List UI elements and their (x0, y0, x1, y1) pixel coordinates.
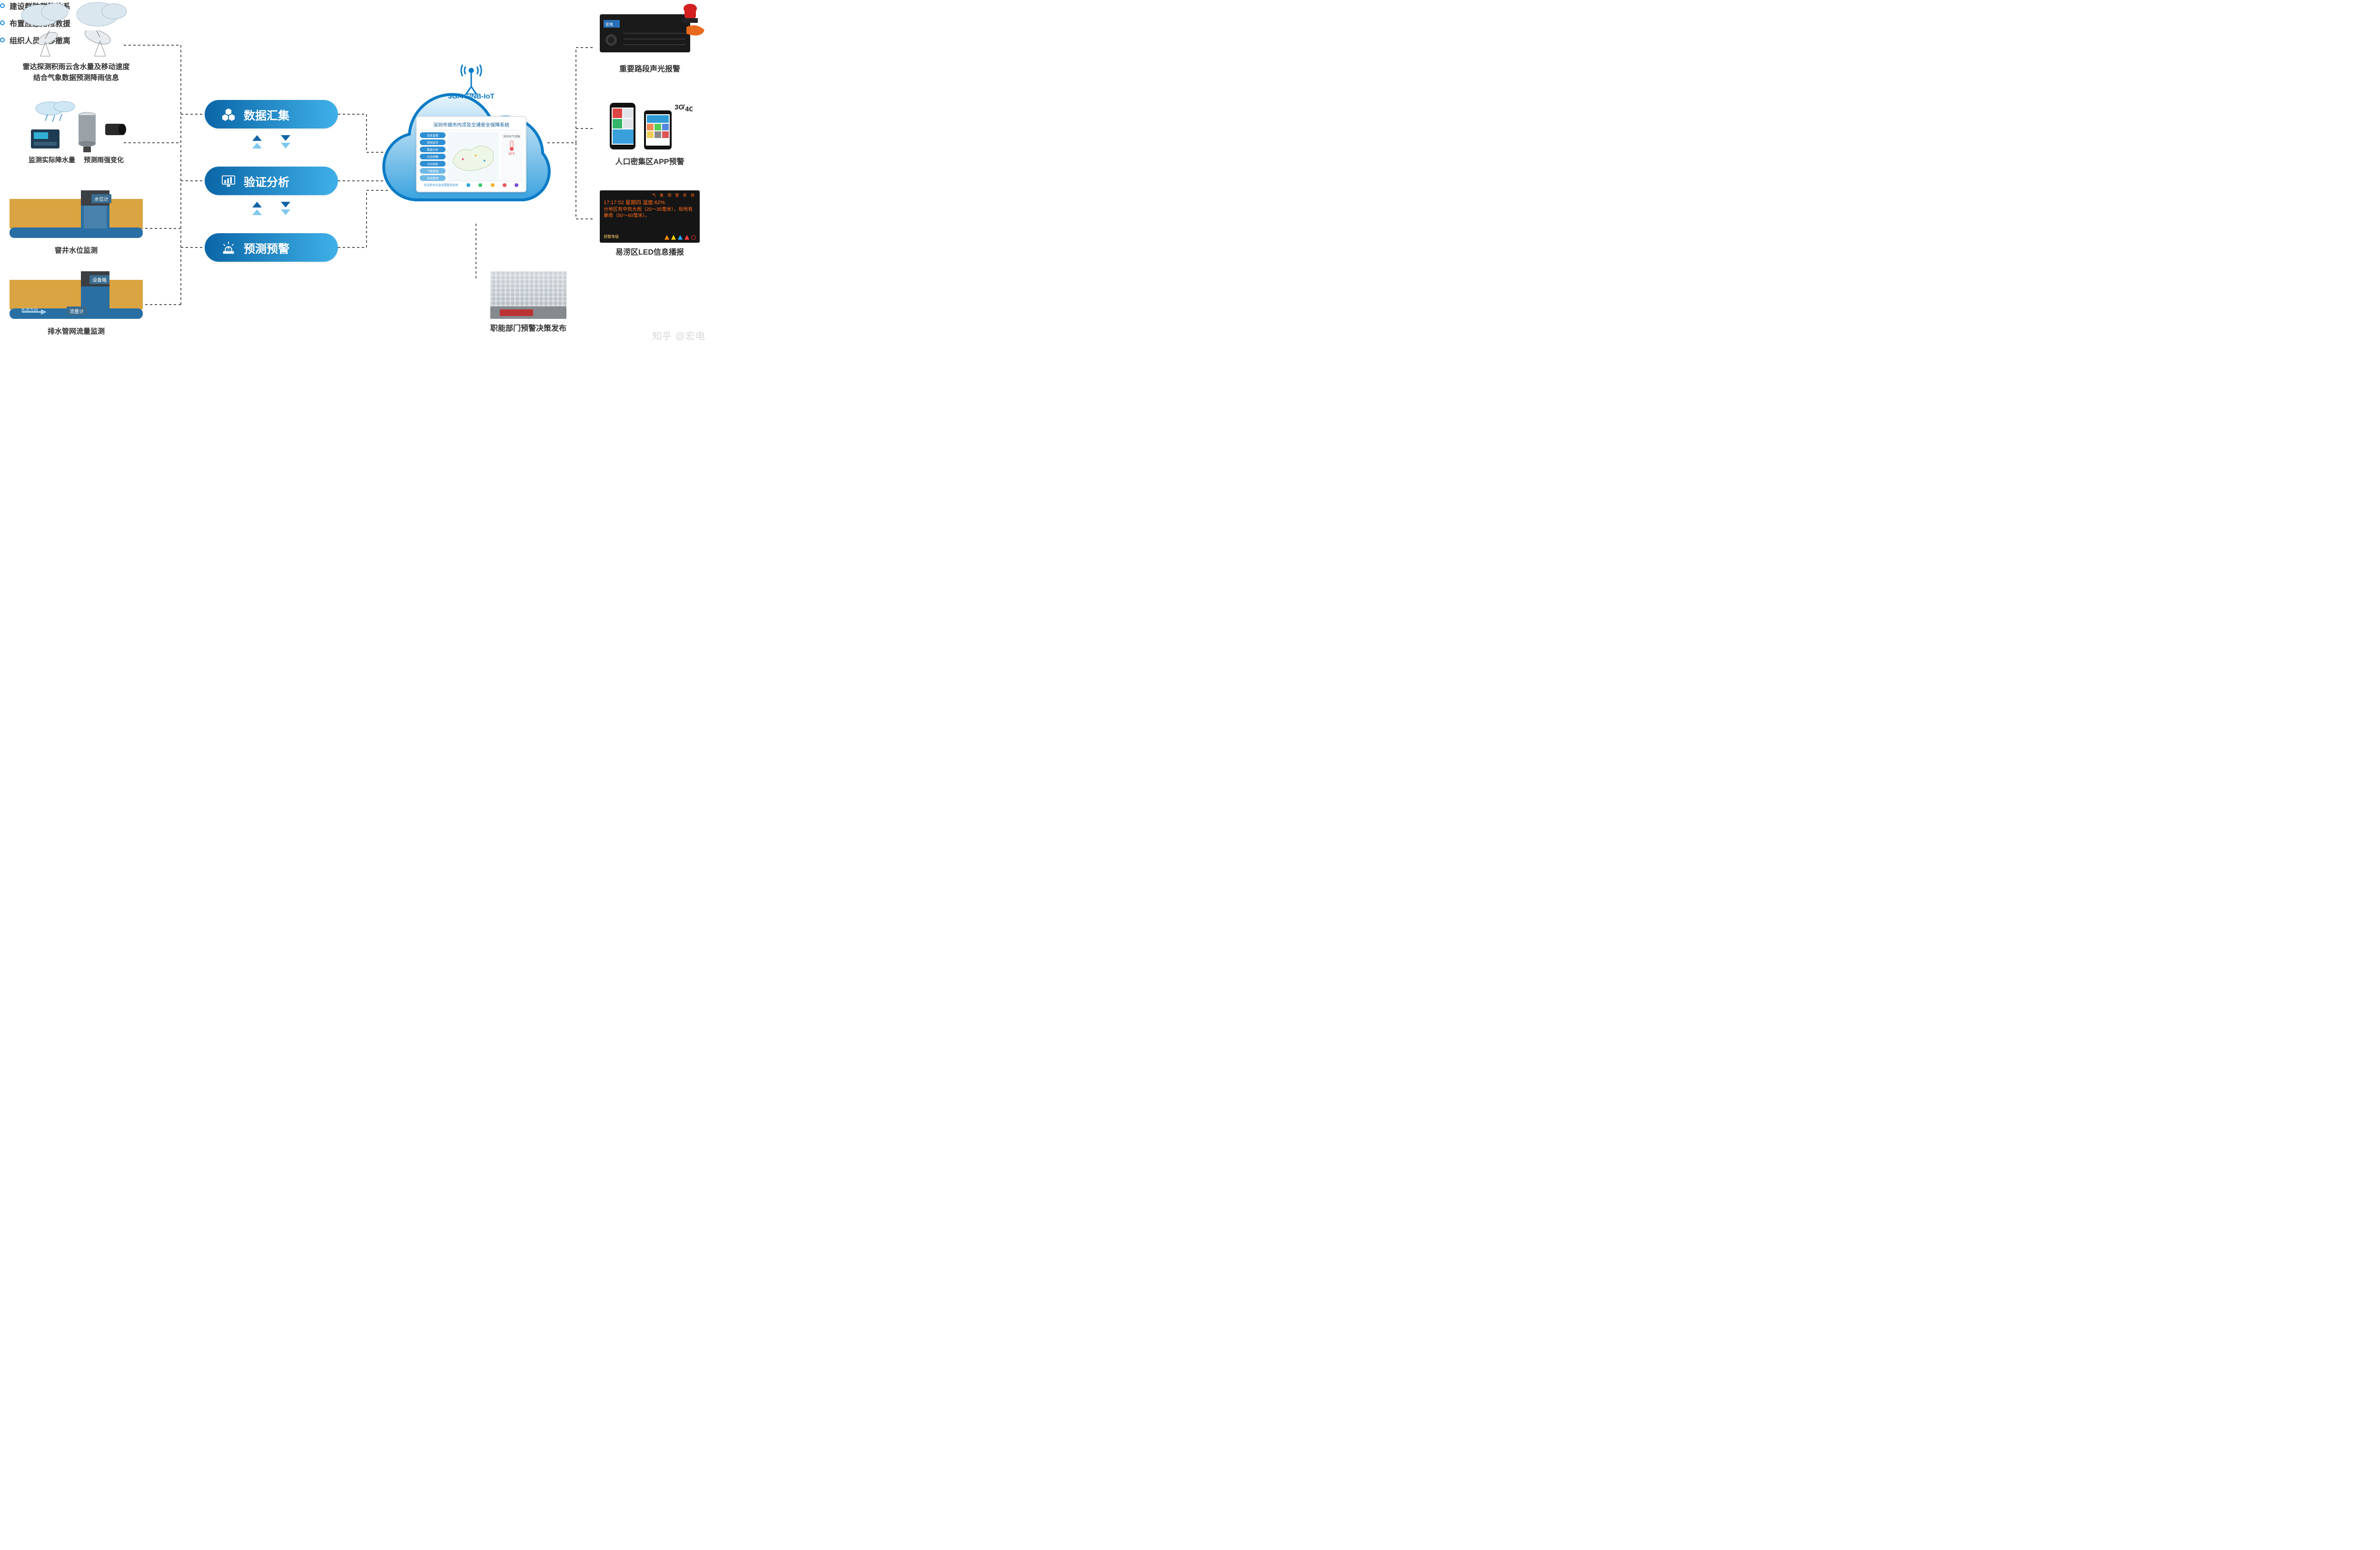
footer-dot (503, 183, 506, 187)
rain-illustration (21, 100, 131, 152)
screen-menu-item: 数据分析 (420, 147, 446, 152)
output-app: 3G / 4G 人口密集区APP预警 (595, 100, 704, 167)
screen-menu: 信息直看视频监控数据分析内涝预警 GIS系统气象数据系统管理 (420, 132, 446, 181)
screen-map (447, 132, 499, 181)
led-level-icon (691, 235, 696, 240)
radar-caption: 雷达探测积雨云含水量及移动速度 结合气象数据预测降雨信息 (22, 62, 129, 83)
platform-net-label: 3G/4G/NB-IoT (448, 92, 495, 100)
manhole-caption: 窨井水位监测 (55, 246, 98, 257)
led-footer-label: 预警等级 (604, 235, 619, 240)
building-illustration (490, 271, 566, 319)
pill-label-2: 验证分析 (244, 173, 289, 189)
svg-text:4G: 4G (685, 105, 693, 113)
platform-cloud: 3G/4G/NB-IoT 深圳市城市内涝及交通安全保障系统 信息直看视频监控数据… (381, 71, 562, 233)
radar-caption-line2: 结合气象数据预测降雨信息 (33, 74, 119, 82)
rain-caption-left: 监测实际降水量 (29, 155, 75, 165)
led-level-icon (664, 235, 669, 240)
screen-side: 深圳天气预报 32°C (501, 132, 523, 181)
footer-dot (478, 183, 482, 187)
screen-footer: 低洼积水应急处置服务系统 (420, 181, 523, 188)
pill-predict-warn: 预测预警 (205, 233, 338, 262)
pill-verify-analyze: 验证分析 (205, 167, 338, 195)
screen-footer-label: 低洼积水应急处置服务系统 (424, 183, 458, 187)
screen-side-temp: 32°C (508, 153, 515, 156)
watermark: 知乎 @宏电 (652, 328, 705, 342)
antenna-icon (459, 64, 483, 97)
footer-dot (515, 183, 518, 187)
led-line1: 17:17:52 星期四 湿度:62% (604, 199, 696, 207)
screen-menu-item: GIS系统 (420, 161, 446, 167)
app-caption: 人口密集区APP预警 (615, 155, 684, 167)
arrows-1 (252, 135, 290, 154)
platform-label: 城市洪涝监测预警决策平台 (420, 212, 523, 225)
screen-title: 深圳市城市内涝及交通安全保障系统 (420, 120, 523, 130)
alarm-beacon (680, 1, 702, 34)
sensor-radar: 雷达探测积雨云含水量及移动速度 结合气象数据预测降雨信息 (5, 0, 148, 83)
screen-menu-item: 信息直看 (420, 132, 446, 138)
sensor-rain: 监测实际降水量 预测雨强变化 (5, 100, 148, 165)
alarm-rack: 宏电 (600, 14, 690, 52)
output-building: 职能部门预警决策发布 (481, 271, 576, 333)
alarm-icon (221, 240, 236, 255)
manhole-tag: 水位计 (91, 194, 111, 203)
platform-screen: 深圳市城市内涝及交通安全保障系统 信息直看视频监控数据分析内涝预警 GIS系统气象… (416, 116, 526, 192)
arrows-2 (252, 202, 290, 221)
manhole-illustration: 水位计 (10, 190, 143, 243)
led-line2: 分地区有中到大雨（20～35毫米），局地有暴雨（50～60毫米）。 (604, 207, 696, 219)
screen-menu-item: 系统管理 (420, 175, 446, 181)
radar-clouds (19, 0, 133, 33)
drain-tag-box: 设备箱 (89, 275, 109, 284)
screen-side-title: 深圳天气预报 (503, 134, 520, 138)
output-alarm: 宏电 重要路段声光报警 (595, 14, 704, 74)
led-level-icon (684, 235, 689, 240)
led-level-icon (671, 235, 676, 240)
footer-dot (491, 183, 495, 187)
screen-menu-item: 内涝预警 (420, 154, 446, 159)
screen-menu-item: 气象数据 (420, 168, 446, 174)
alarm-caption: 重要路段声光报警 (619, 62, 680, 74)
footer-dot (466, 183, 470, 187)
drain-tag-dir: 水流方向 (21, 306, 38, 313)
drain-caption: 排水管网流量监测 (48, 326, 105, 337)
output-led: 气 象 预 警 系 统 17:17:52 星期四 湿度:62% 分地区有中到大雨… (595, 190, 704, 257)
sensor-manhole: 水位计 窨井水位监测 (5, 190, 148, 257)
pill-label-1: 数据汇集 (244, 106, 289, 123)
pill-label-3: 预测预警 (244, 239, 289, 256)
svg-text:3G: 3G (674, 103, 684, 111)
led-level-icon (678, 235, 683, 240)
chart-icon (221, 173, 236, 188)
screen-menu-item: 视频监控 (420, 139, 446, 145)
hex-icon (221, 107, 236, 122)
led-board: 气 象 预 警 系 统 17:17:52 星期四 湿度:62% 分地区有中到大雨… (600, 190, 700, 243)
led-title: 气 象 预 警 系 统 (604, 193, 696, 198)
building-caption: 职能部门预警决策发布 (490, 322, 566, 333)
drain-illustration: 设备箱 流量计 水流方向 (10, 271, 143, 324)
led-footer-icons (664, 235, 696, 240)
sensor-drain: 设备箱 流量计 水流方向 排水管网流量监测 (5, 271, 148, 337)
rain-caption-right: 预测雨强变化 (84, 155, 124, 165)
led-caption: 易涝区LED信息播报 (615, 246, 684, 257)
drain-tag-flow: 流量计 (67, 306, 87, 316)
pill-data-collect: 数据汇集 (205, 100, 338, 128)
radar-dishes (19, 30, 133, 59)
svg-text:宏电: 宏电 (605, 22, 613, 27)
radar-caption-line1: 雷达探测积雨云含水量及移动速度 (22, 63, 129, 71)
app-phones: 3G / 4G (607, 100, 693, 152)
